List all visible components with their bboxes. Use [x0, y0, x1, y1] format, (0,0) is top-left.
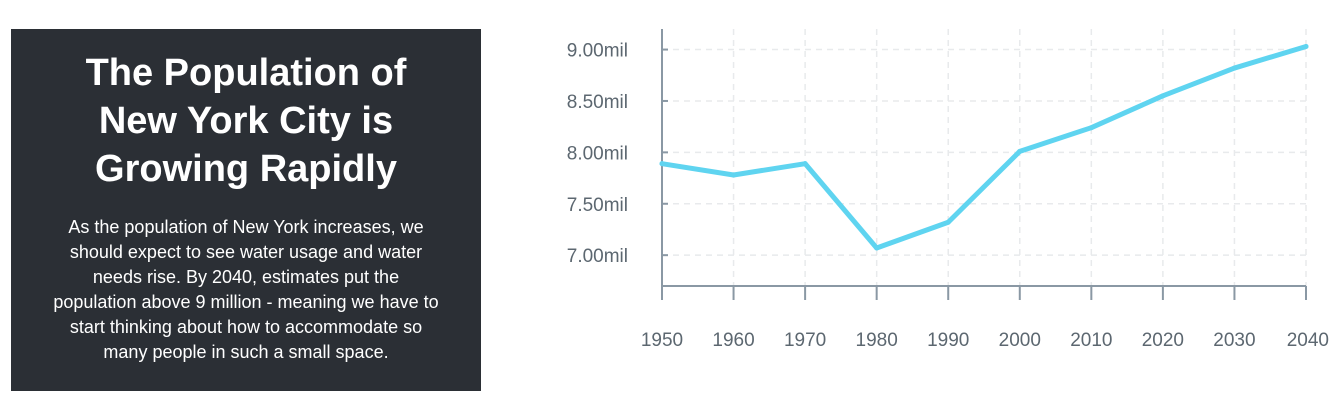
series-line [659, 43, 1309, 251]
x-tick-label: 1980 [856, 330, 898, 351]
axes [661, 29, 1307, 300]
info-panel: The Population of New York City is Growi… [11, 29, 481, 391]
page-title: The Population of New York City is Growi… [51, 49, 441, 193]
data-series [659, 43, 1309, 251]
x-tick-label: 2010 [1070, 330, 1112, 351]
tick-labels: 7.00mil 7.50mil 8.00mil 8.50mil 9.00mil 1950 1… [567, 41, 1329, 351]
x-tick-label: 1970 [784, 330, 826, 351]
y-tick-label: 7.50mil [567, 195, 628, 216]
x-tick-label: 1950 [641, 330, 683, 351]
data-point [659, 161, 665, 167]
title-line: The Population of [85, 52, 407, 94]
x-tick-label: 2020 [1142, 330, 1184, 351]
data-point [874, 245, 880, 251]
x-tick-label: 2000 [999, 330, 1041, 351]
data-point [1303, 43, 1309, 49]
data-point [1231, 65, 1237, 71]
y-tick-label: 8.00mil [567, 143, 628, 164]
y-tick-label: 7.00mil [567, 246, 628, 267]
x-tick-label: 2030 [1213, 330, 1255, 351]
description-text: As the population of New York increases,… [53, 217, 439, 362]
y-tick-label: 8.50mil [567, 92, 628, 113]
x-tick-label: 1990 [927, 330, 969, 351]
data-point [731, 172, 737, 178]
data-point [1088, 125, 1094, 131]
x-tick-label: 2040 [1287, 330, 1329, 351]
grid-lines [662, 29, 1307, 286]
data-point [1017, 148, 1023, 154]
title-line: New York City is [98, 100, 394, 142]
title-line: Growing Rapidly [95, 148, 397, 190]
data-point [1160, 93, 1166, 99]
y-tick-label: 9.00mil [567, 41, 628, 62]
x-tick-label: 1960 [712, 330, 754, 351]
data-point [802, 161, 808, 167]
data-point [945, 219, 951, 225]
